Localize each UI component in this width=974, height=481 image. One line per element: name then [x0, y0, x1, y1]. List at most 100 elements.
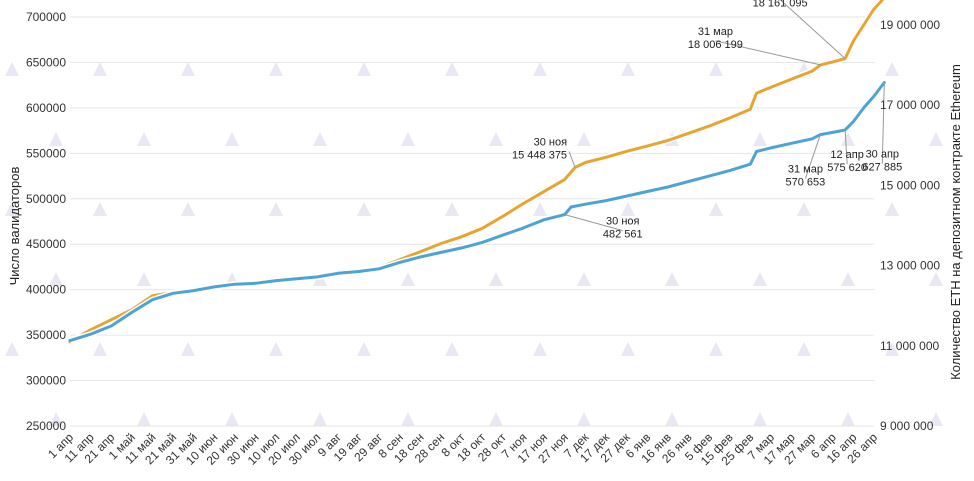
annotation-leader [844, 130, 848, 165]
right-tick-label: 15 000 000 [880, 178, 940, 192]
annotation-value: 627 885 [862, 162, 902, 174]
watermark-mark [621, 202, 635, 216]
watermark-mark [269, 342, 283, 356]
left-tick-label: 350000 [26, 328, 66, 342]
annotation-leader [779, 0, 846, 60]
left-tick-label: 700000 [26, 10, 66, 24]
watermark-mark [885, 342, 899, 356]
watermark-mark [137, 272, 151, 286]
annotation-value: 575 620 [827, 162, 867, 174]
watermark-mark [841, 272, 855, 286]
watermark-mark [93, 62, 107, 76]
watermark-mark [665, 272, 679, 286]
watermark-mark [445, 202, 459, 216]
left-tick-label: 400000 [26, 283, 66, 297]
left-tick-label: 500000 [26, 192, 66, 206]
watermark-mark [797, 202, 811, 216]
watermark-mark [93, 202, 107, 216]
watermark-mark [225, 412, 239, 426]
watermark-mark [401, 272, 415, 286]
annotation-leader [564, 214, 623, 232]
watermark-mark [753, 132, 767, 146]
right-tick-label: 13 000 000 [880, 259, 940, 273]
watermark-mark [885, 202, 899, 216]
watermark-mark [929, 272, 943, 286]
watermark-mark [797, 342, 811, 356]
watermark-layer [5, 62, 943, 426]
watermark-mark [841, 132, 855, 146]
grid-lines [70, 16, 874, 427]
watermark-mark [181, 62, 195, 76]
watermark-mark [269, 202, 283, 216]
left-tick-label: 450000 [26, 237, 66, 251]
watermark-mark [225, 132, 239, 146]
annotation-value: 18 006 199 [688, 39, 743, 51]
watermark-mark [489, 412, 503, 426]
right-axis-title: Количество ETH на депозитном контракте E… [948, 64, 963, 380]
validators-line [68, 81, 886, 343]
watermark-mark [49, 132, 63, 146]
watermark-mark [533, 62, 547, 76]
watermark-mark [885, 62, 899, 76]
annotation-date: 30 ноя [606, 216, 639, 228]
annotation-date: 31 мар [788, 164, 823, 176]
annotation-date: 12 апр [830, 149, 863, 161]
watermark-mark [401, 412, 415, 426]
watermark-mark [93, 342, 107, 356]
right-tick-label: 17 000 000 [880, 98, 940, 112]
annotation-leader [715, 40, 821, 66]
watermark-mark [5, 342, 19, 356]
left-tick-label: 300000 [26, 374, 66, 388]
watermark-mark [49, 412, 63, 426]
annotation-value: 18 161 095 [753, 0, 808, 10]
watermark-mark [665, 412, 679, 426]
watermark-mark [357, 342, 371, 356]
watermark-mark [5, 62, 19, 76]
watermark-mark [841, 412, 855, 426]
annotation-value: 570 653 [786, 177, 826, 189]
watermark-mark [5, 202, 19, 216]
watermark-mark [313, 132, 327, 146]
annotation-value: 15 448 375 [512, 149, 567, 161]
watermark-mark [445, 62, 459, 76]
watermark-mark [929, 132, 943, 146]
right-axis-ticks: 19 000 000 17 000 000 15 000 000 13 000 000… [880, 18, 940, 433]
watermark-mark [577, 412, 591, 426]
watermark-mark [577, 132, 591, 146]
left-tick-label: 550000 [26, 146, 66, 160]
annotation-leader [568, 151, 576, 168]
left-axis-ticks: 700000 650000 600000 550000 500000 450000 4000… [26, 10, 66, 433]
watermark-mark [709, 342, 723, 356]
left-axis-title: Число валидаторов [7, 167, 22, 286]
annotation-date: 31 мар [698, 26, 733, 38]
watermark-mark [709, 62, 723, 76]
left-tick-label: 650000 [26, 55, 66, 69]
watermark-mark [533, 342, 547, 356]
watermark-mark [929, 412, 943, 426]
left-tick-label: 600000 [26, 101, 66, 115]
watermark-mark [49, 272, 63, 286]
watermark-mark [313, 412, 327, 426]
series-layer [68, 0, 887, 345]
watermark-mark [533, 202, 547, 216]
annotation-value: 482 561 [603, 229, 643, 241]
watermark-mark [181, 202, 195, 216]
watermark-mark [753, 272, 767, 286]
watermark-mark [357, 202, 371, 216]
right-tick-label: 9 000 000 [880, 419, 934, 433]
watermark-mark [137, 132, 151, 146]
watermark-mark [357, 62, 371, 76]
watermark-mark [445, 342, 459, 356]
right-tick-label: 19 000 000 [880, 18, 940, 32]
watermark-mark [401, 132, 415, 146]
watermark-mark [621, 62, 635, 76]
watermark-mark [577, 272, 591, 286]
right-tick-label: 11 000 000 [880, 339, 939, 353]
watermark-mark [489, 132, 503, 146]
watermark-mark [181, 342, 195, 356]
annotation-date: 30 ноя [534, 136, 567, 148]
watermark-mark [137, 412, 151, 426]
watermark-mark [621, 342, 635, 356]
